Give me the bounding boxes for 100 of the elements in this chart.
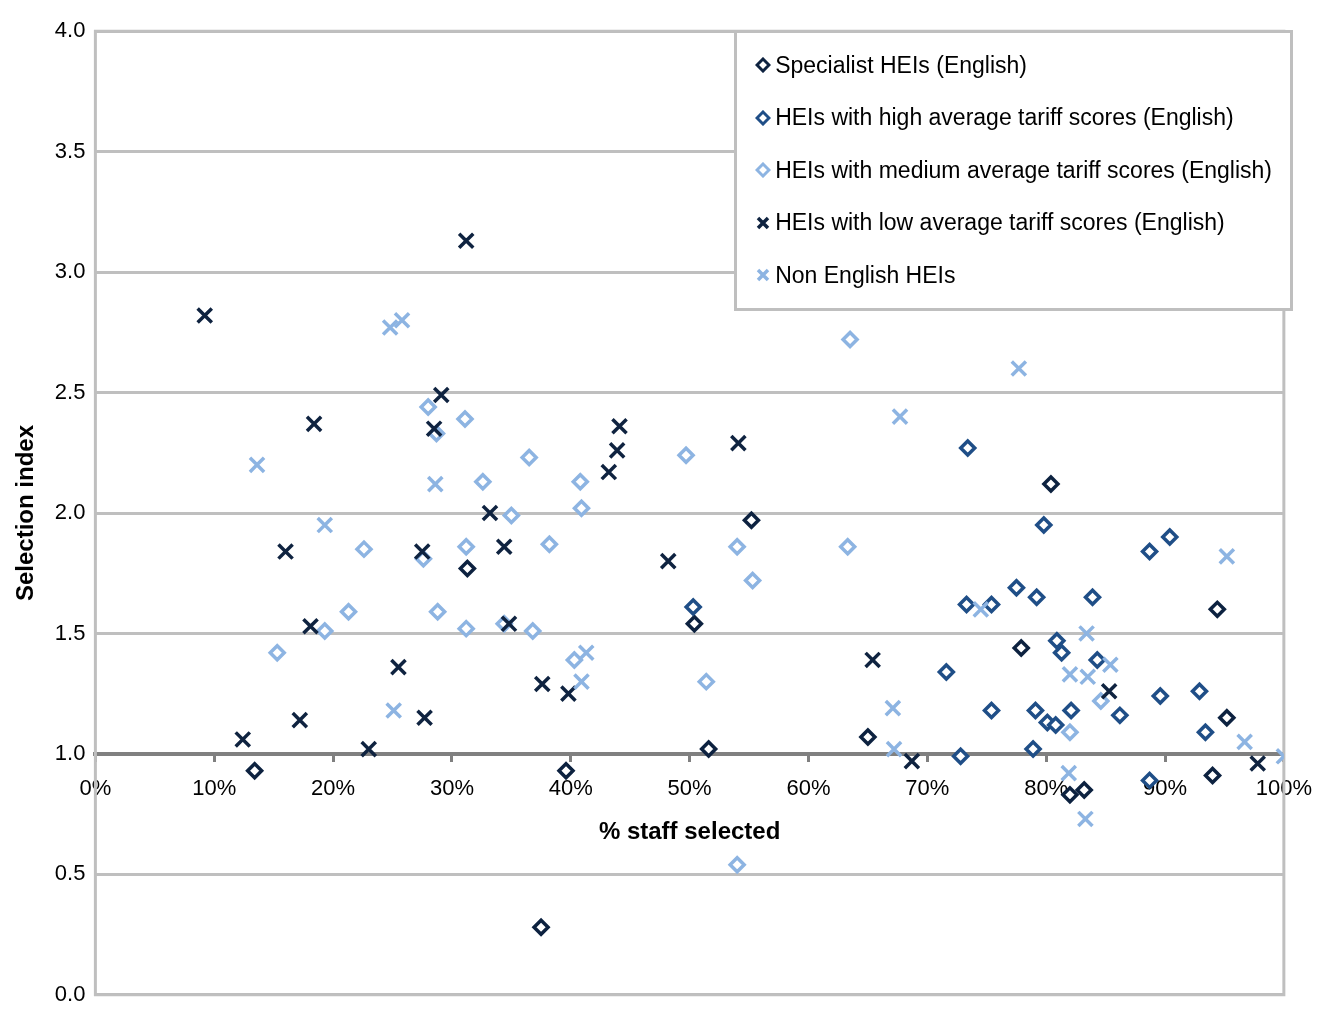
x-tick-label: 0% [79, 775, 112, 801]
point [1059, 764, 1078, 782]
point [903, 752, 921, 770]
point [276, 542, 295, 561]
y-tick-label: 2.5 [54, 378, 86, 404]
point [481, 504, 499, 522]
point [415, 708, 434, 727]
point [557, 762, 575, 780]
point [951, 747, 970, 766]
point [572, 672, 591, 691]
x-tick-label: 10% [192, 775, 237, 801]
point [1078, 667, 1097, 686]
point [697, 672, 716, 691]
point [685, 615, 704, 633]
point [268, 643, 286, 662]
point [520, 448, 538, 467]
point [1024, 740, 1042, 758]
point [1101, 655, 1120, 674]
y-tick-label: 3.0 [54, 258, 86, 284]
point [937, 663, 956, 681]
x-tick-label: 50% [667, 775, 712, 801]
point [1083, 588, 1102, 607]
point [381, 318, 399, 337]
point [1151, 687, 1170, 705]
point [458, 559, 477, 578]
point [1208, 600, 1227, 619]
point [610, 417, 629, 436]
point [456, 410, 474, 428]
point [524, 622, 542, 640]
point [457, 537, 475, 556]
point [315, 516, 334, 534]
y-tick-label: 1.0 [54, 739, 86, 765]
point [565, 651, 584, 669]
point [1088, 651, 1107, 669]
point [245, 762, 264, 780]
point [1042, 475, 1060, 493]
point [1140, 542, 1159, 561]
y-tick-label: 0.5 [54, 860, 86, 886]
point [982, 595, 1001, 614]
point [500, 614, 518, 633]
point [1218, 547, 1236, 566]
point [572, 499, 591, 517]
point [571, 472, 590, 491]
point [958, 439, 977, 457]
point [457, 619, 475, 638]
point [457, 231, 476, 250]
legend-label: Specialist HEIs (English) [775, 51, 1027, 79]
point [389, 658, 408, 676]
point [1190, 682, 1209, 701]
legend-label: Non English HEIs [775, 261, 956, 289]
point [1052, 643, 1071, 662]
point [1061, 665, 1079, 684]
legend-label: HEIs with high average tariff scores (English) [775, 104, 1234, 132]
x-tick-label: 30% [429, 775, 474, 801]
y-tick-label: 3.5 [54, 137, 86, 163]
point [684, 598, 702, 616]
x-tick-label: 70% [905, 775, 950, 801]
point [495, 537, 514, 556]
point [1077, 624, 1096, 643]
point [982, 701, 1001, 720]
point [359, 740, 378, 758]
point [290, 711, 309, 729]
point [1035, 516, 1053, 534]
point [559, 684, 578, 703]
point [1076, 810, 1095, 828]
point [728, 537, 746, 556]
point [699, 740, 718, 758]
point [885, 740, 903, 758]
point [577, 643, 596, 662]
point [355, 540, 373, 558]
point [677, 446, 695, 464]
point [1026, 701, 1045, 720]
point [1012, 639, 1030, 657]
y-tick-label: 1.5 [54, 619, 86, 645]
point [233, 730, 252, 749]
point [729, 434, 748, 452]
y-tick-label: 4.0 [54, 17, 86, 43]
point [1007, 578, 1026, 597]
point [891, 407, 909, 426]
x-tick-label: 100% [1255, 775, 1313, 801]
point [1196, 723, 1215, 741]
point [838, 537, 857, 556]
point [1235, 733, 1254, 751]
point [1027, 588, 1046, 607]
point [1092, 692, 1110, 710]
point [432, 386, 451, 404]
point [1075, 781, 1093, 799]
point [502, 506, 521, 525]
y-tick-label: 0.0 [54, 980, 86, 1006]
point [195, 306, 214, 325]
point [859, 728, 877, 746]
point [841, 330, 859, 349]
x-tick-label: 40% [548, 775, 593, 801]
legend-label: HEIs with medium average tariff scores (English) [775, 156, 1272, 184]
point [419, 398, 437, 416]
point [742, 511, 761, 529]
point [863, 651, 882, 669]
point [1248, 754, 1267, 773]
point [532, 918, 550, 937]
point [1010, 359, 1028, 378]
